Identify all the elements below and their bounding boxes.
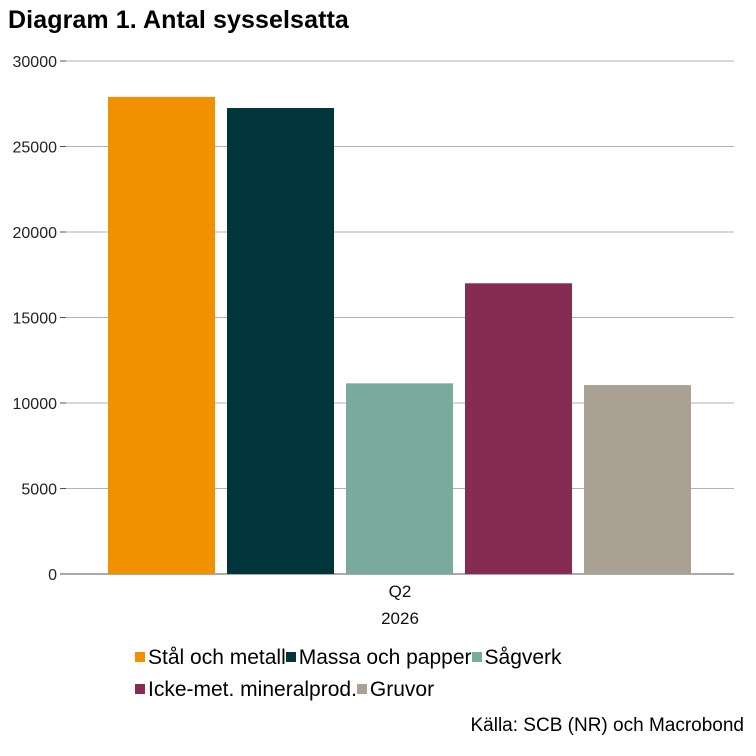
legend-row-2: Icke-met. mineralprod. Gruvor bbox=[135, 678, 434, 702]
legend-item: Gruvor bbox=[356, 678, 435, 702]
x-category-label: Q2 bbox=[389, 582, 412, 601]
bar bbox=[108, 96, 215, 574]
bar bbox=[227, 108, 334, 575]
bar bbox=[465, 283, 572, 574]
legend-swatch bbox=[356, 684, 367, 694]
y-tick-label: 20000 bbox=[13, 225, 58, 242]
legend-swatch bbox=[285, 652, 296, 662]
bar bbox=[346, 383, 453, 574]
legend-item: Massa och papper bbox=[285, 646, 472, 670]
legend-label: Gruvor bbox=[369, 678, 435, 701]
source-note: Källa: SCB (NR) och Macrobond bbox=[470, 715, 745, 736]
y-tick-label: 25000 bbox=[13, 140, 58, 157]
legend-label: Massa och papper bbox=[298, 646, 472, 669]
y-tick-label: 15000 bbox=[13, 311, 58, 328]
y-tick-label: 10000 bbox=[13, 396, 58, 413]
legend-label: Icke-met. mineralprod. bbox=[148, 678, 357, 701]
bar bbox=[584, 385, 691, 574]
y-tick-label: 5000 bbox=[21, 482, 57, 499]
y-tick-label: 0 bbox=[48, 567, 57, 584]
legend-item: Sågverk bbox=[471, 646, 562, 670]
legend-label: Stål och metall bbox=[148, 646, 286, 669]
y-tick-label: 30000 bbox=[13, 54, 58, 71]
x-category-sublabel: 2026 bbox=[381, 609, 419, 628]
legend-row-1: Stål och metall Massa och papper Sågverk bbox=[135, 646, 562, 670]
legend-swatch bbox=[471, 652, 482, 662]
legend-item: Stål och metall bbox=[135, 646, 286, 670]
chart-title: Diagram 1. Antal sysselsatta bbox=[8, 6, 349, 34]
legend-item: Icke-met. mineralprod. bbox=[135, 678, 357, 702]
bar-chart: 0 5000 10000 15000 20000 25000 30000 Q2 2026 bbox=[13, 54, 734, 628]
legend-swatch bbox=[135, 652, 145, 662]
legend-label: Sågverk bbox=[484, 646, 562, 669]
legend-swatch bbox=[135, 684, 145, 694]
